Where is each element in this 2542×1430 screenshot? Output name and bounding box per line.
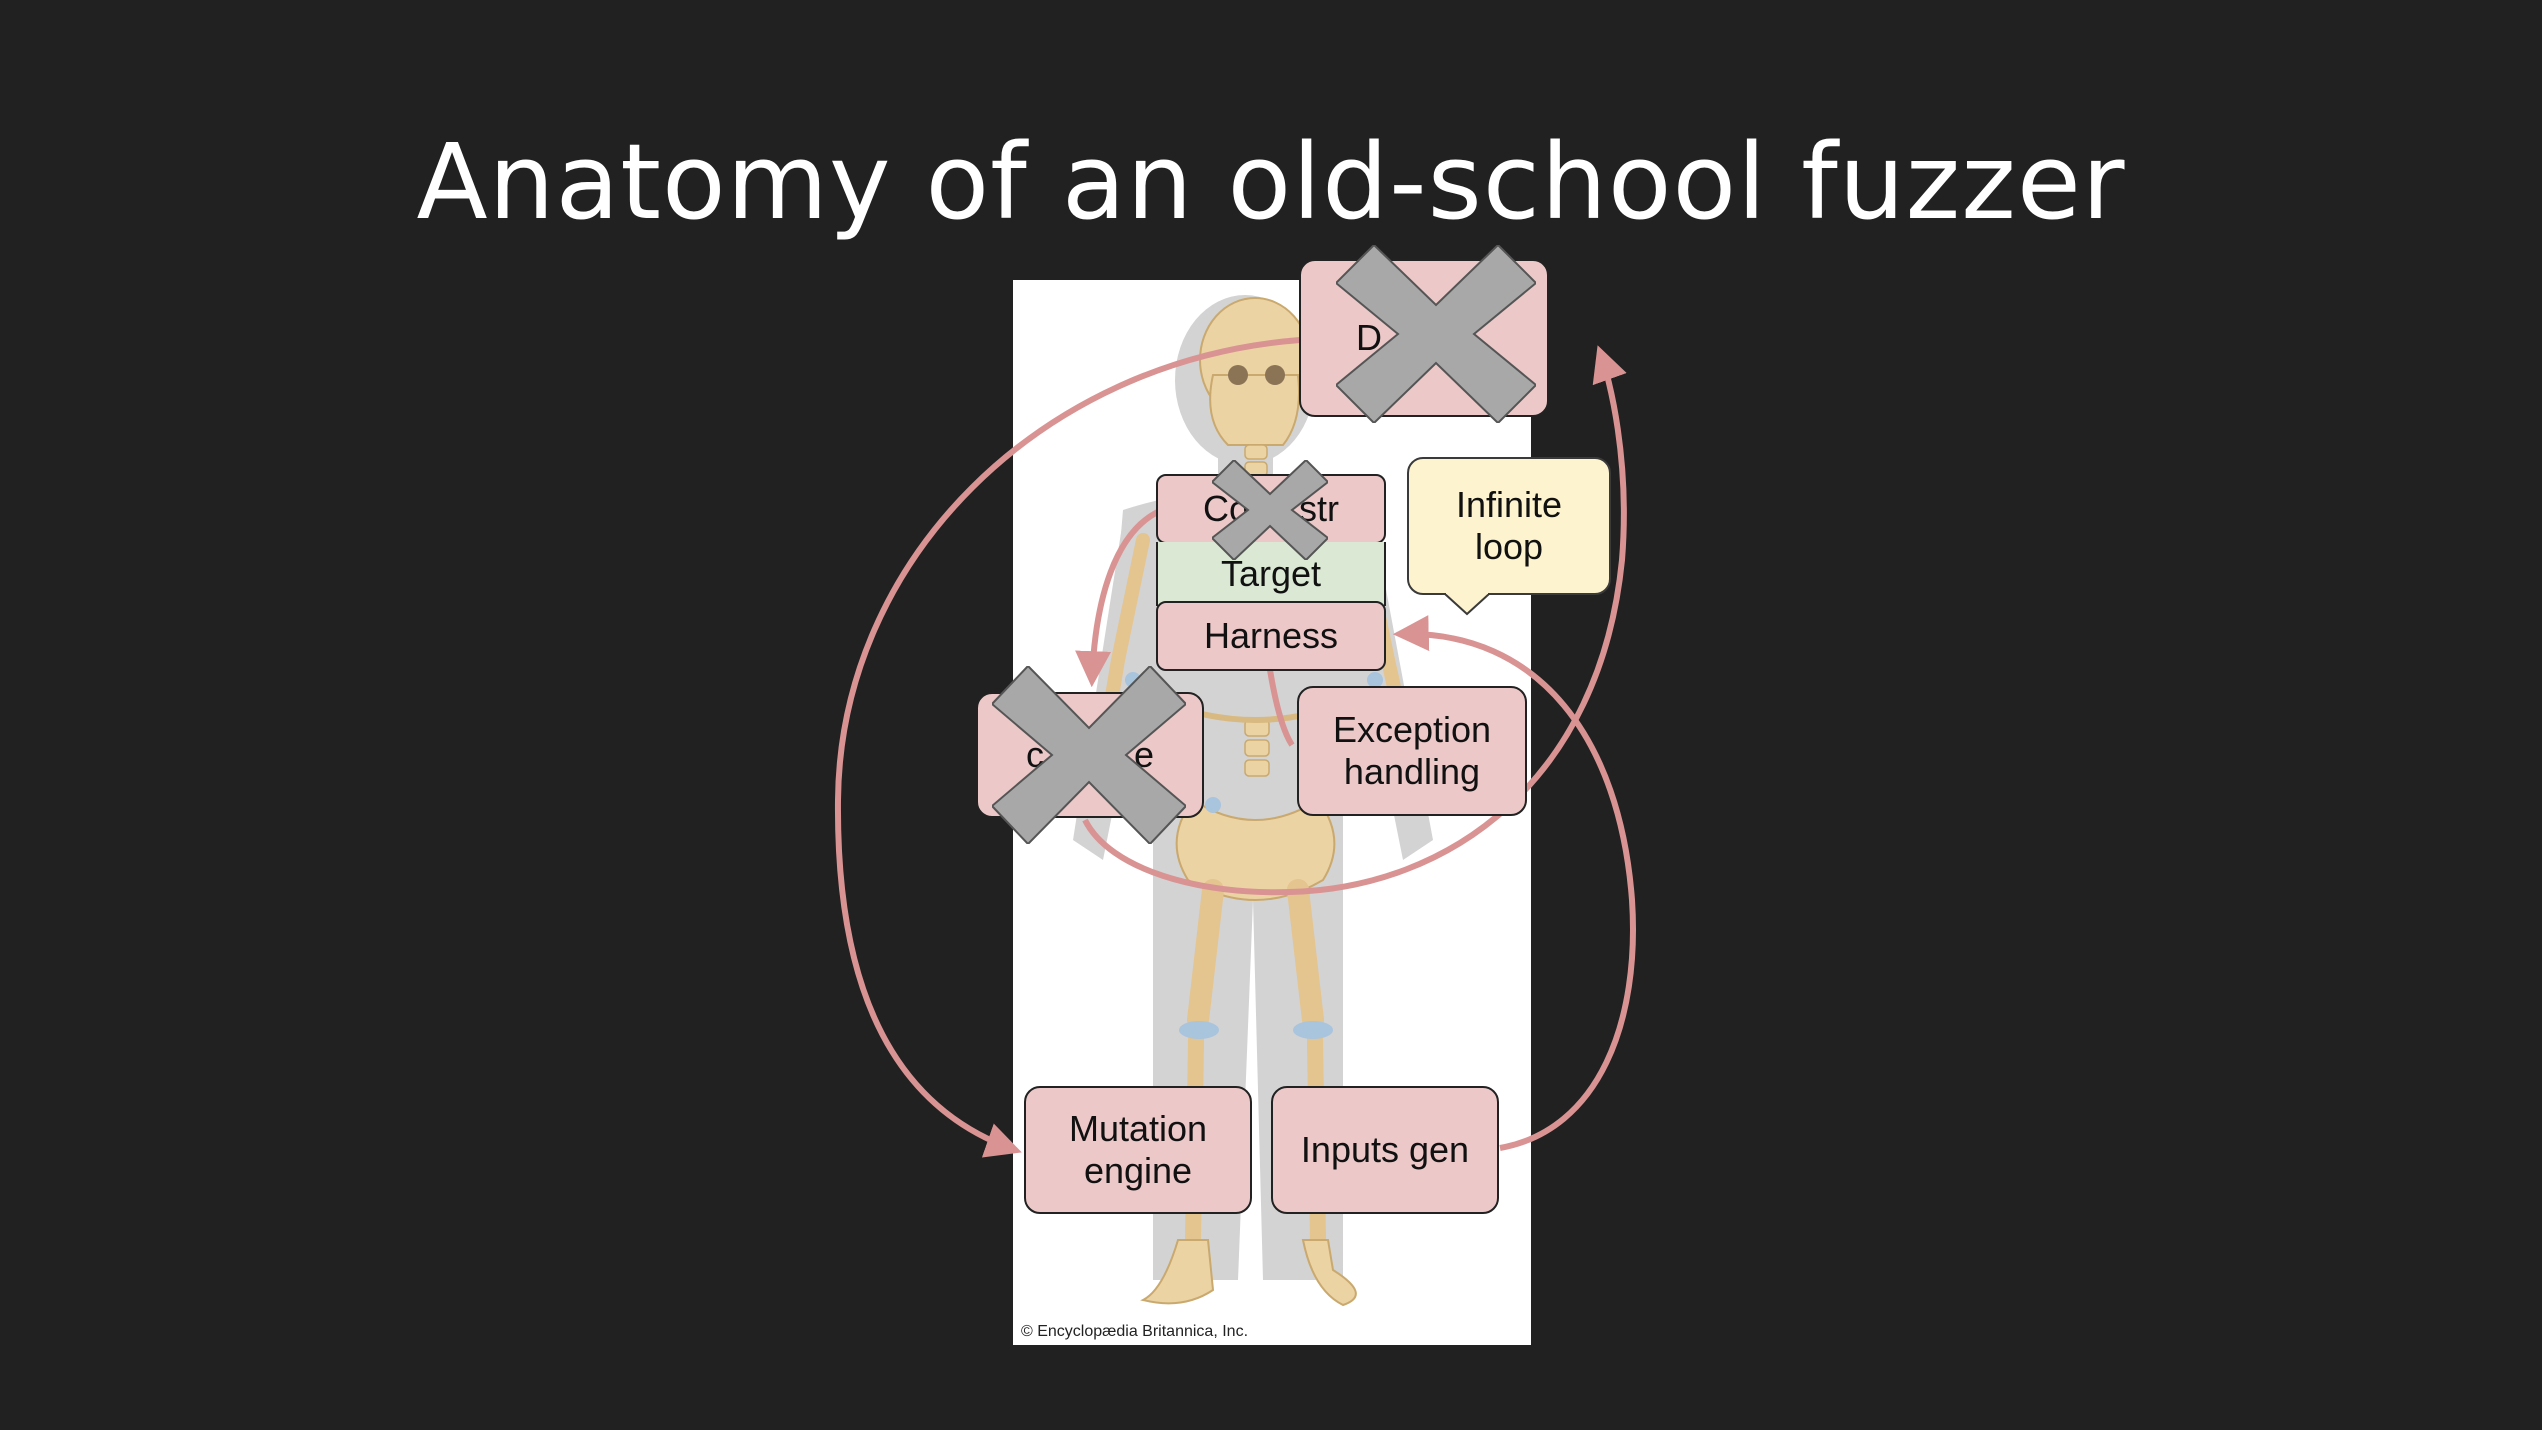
infinite-loop-callout: Infinite loop — [1407, 457, 1611, 595]
mutation-engine-box: Mutation engine — [1024, 1086, 1252, 1214]
image-credit: © Encyclopædia Britannica, Inc. — [1021, 1323, 1249, 1340]
harness-box: Harness — [1156, 601, 1386, 671]
exception-handling-box: Exception handling — [1297, 686, 1527, 816]
cross-out-icon — [992, 666, 1186, 844]
target-box: Target — [1156, 542, 1386, 606]
slide-title: Anatomy of an old-school fuzzer — [416, 121, 2126, 243]
inputs-gen-box: Inputs gen — [1271, 1086, 1499, 1214]
cross-out-icon — [1336, 245, 1536, 423]
cross-out-icon — [1212, 460, 1328, 560]
